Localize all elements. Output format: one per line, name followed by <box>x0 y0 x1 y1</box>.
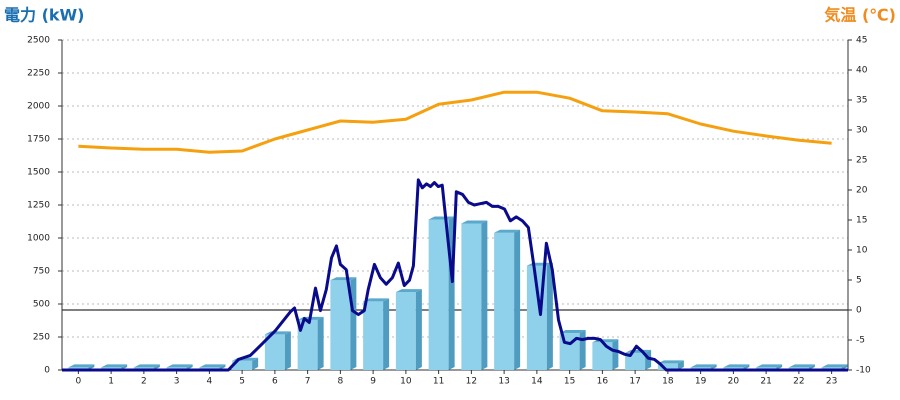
bar <box>461 223 482 370</box>
y2-tick-label: -10 <box>856 366 871 376</box>
y-tick-label: 1750 <box>27 135 50 145</box>
y2-tick-label: 35 <box>856 96 867 106</box>
bar <box>395 292 416 370</box>
chart-title-right: 気温 (℃) <box>824 6 896 25</box>
x-tick-label: 4 <box>207 377 213 387</box>
y-tick-label: 500 <box>33 300 50 310</box>
bar-top <box>461 220 488 224</box>
bar-top <box>690 364 717 368</box>
x-tick-label: 23 <box>826 377 837 387</box>
y-tick-label: 2250 <box>27 69 50 79</box>
x-tick-label: 14 <box>531 377 543 387</box>
bar-top <box>821 364 848 368</box>
line <box>78 90 832 154</box>
x-tick-label: 21 <box>760 377 771 387</box>
y-tick-label: 0 <box>44 366 50 376</box>
y-tick-label: 1500 <box>27 168 50 178</box>
bar-top <box>101 364 128 368</box>
bar-top <box>428 216 455 220</box>
bar-side <box>546 262 553 370</box>
y-tick-label: 750 <box>33 267 50 277</box>
x-tick-label: 13 <box>498 377 509 387</box>
line <box>62 178 848 372</box>
bar <box>232 360 253 370</box>
bar-top <box>199 364 226 368</box>
bar-side <box>612 339 619 370</box>
bar-side <box>415 289 422 370</box>
bar-side <box>514 229 521 370</box>
bar <box>330 280 351 370</box>
y-tick-label: 1250 <box>27 201 50 211</box>
y2-tick-label: 45 <box>856 36 867 46</box>
x-tick-label: 19 <box>695 377 707 387</box>
bar <box>264 334 285 370</box>
bar-top <box>68 364 95 368</box>
chart-title-left: 電力 (kW) <box>4 6 85 25</box>
x-tick-label: 1 <box>108 377 114 387</box>
x-tick-label: 20 <box>728 377 740 387</box>
x-tick-label: 10 <box>400 377 412 387</box>
x-tick-label: 16 <box>597 377 609 387</box>
bar-side <box>284 331 291 370</box>
y2-tick-label: 25 <box>856 156 867 166</box>
x-tick-label: 11 <box>433 377 444 387</box>
y2-tick-label: -5 <box>856 336 865 346</box>
y-tick-label: 2000 <box>27 102 50 112</box>
bar <box>363 301 384 370</box>
x-tick-label: 9 <box>370 377 376 387</box>
y2-tick-label: 40 <box>856 66 868 76</box>
bar-top <box>788 364 815 368</box>
y-tick-label: 1000 <box>27 234 50 244</box>
bar <box>592 342 613 370</box>
y2-tick-label: 20 <box>856 186 868 196</box>
y2-tick-label: 0 <box>856 306 862 316</box>
x-tick-label: 8 <box>338 377 344 387</box>
bar-top <box>494 229 521 233</box>
bar-side <box>317 316 324 370</box>
bar-side <box>350 277 357 370</box>
bar-top <box>559 330 586 334</box>
bar-side <box>252 357 259 370</box>
bar <box>625 352 646 370</box>
y2-tick-label: 5 <box>856 276 862 286</box>
bar-top <box>395 289 422 293</box>
y-tick-label: 250 <box>33 333 50 343</box>
x-tick-label: 6 <box>272 377 278 387</box>
x-tick-label: 22 <box>793 377 804 387</box>
bar-side <box>383 298 390 370</box>
y2-tick-label: 15 <box>856 216 867 226</box>
bar <box>657 363 678 370</box>
bar-top <box>166 364 193 368</box>
y-tick-label: 2500 <box>27 36 50 46</box>
x-tick-label: 3 <box>174 377 180 387</box>
x-tick-label: 7 <box>305 377 311 387</box>
bar-side <box>579 330 586 370</box>
bar-top <box>133 364 160 368</box>
bar <box>428 219 449 370</box>
bar-top <box>330 277 357 281</box>
x-tick-label: 17 <box>629 377 640 387</box>
x-tick-label: 2 <box>141 377 147 387</box>
y2-tick-label: 10 <box>856 246 868 256</box>
bar-side <box>481 220 488 370</box>
x-tick-label: 12 <box>466 377 477 387</box>
x-tick-label: 18 <box>662 377 674 387</box>
bar-top <box>756 364 783 368</box>
bar-side <box>677 360 684 370</box>
y2-tick-label: 30 <box>856 126 868 136</box>
x-tick-label: 0 <box>76 377 82 387</box>
bar-top <box>363 298 390 302</box>
x-tick-label: 15 <box>564 377 575 387</box>
bar <box>297 319 318 370</box>
bar-top <box>723 364 750 368</box>
bar-top <box>657 360 684 364</box>
x-tick-label: 5 <box>239 377 245 387</box>
bar <box>494 232 515 370</box>
